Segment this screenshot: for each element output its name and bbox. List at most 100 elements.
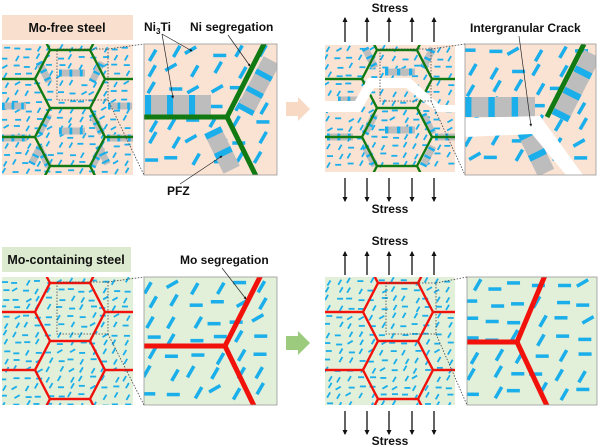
ni3ti-precipitate: [125, 277, 130, 283]
ni3ti-precipitate: [334, 57, 341, 60]
ni3ti-precipitate: [336, 393, 341, 400]
pfz-zone: [361, 46, 379, 70]
ni3ti-precipitate: [335, 117, 342, 120]
ni3ti-precipitate: [558, 349, 569, 363]
ni3ti-precipitate: [358, 331, 364, 338]
ni3ti-precipitate: [347, 375, 352, 382]
ni3ti-precipitate: [347, 340, 354, 345]
ni3ti-precipitate: [389, 341, 396, 344]
ni3ti-precipitate: [208, 383, 222, 394]
ni3ti-precipitate: [79, 167, 84, 174]
ni3ti-precipitate: [15, 55, 20, 62]
ni3ti-precipitate: [79, 116, 84, 123]
ni3ti-precipitate: [113, 109, 120, 112]
ni3ti-precipitate: [210, 84, 224, 94]
ni3ti-precipitate: [346, 297, 353, 300]
ni3ti-precipitate: [359, 124, 364, 131]
pfz-zone: [108, 102, 132, 110]
ni3ti-precipitate: [414, 402, 419, 405]
ni3ti-precipitate: [369, 91, 376, 94]
ni3ti-precipitate: [370, 376, 377, 379]
zoom-box-a: [56, 48, 109, 101]
ni3ti-precipitate: [371, 367, 377, 374]
ni3ti-precipitate: [26, 399, 31, 405]
ni3ti-precipitate: [437, 58, 444, 61]
ni3ti-precipitate: [533, 49, 544, 63]
ni-segregation-stripe: [213, 146, 233, 160]
ni-segregation-stripe: [551, 108, 571, 123]
ni3ti-precipitate: [445, 286, 450, 293]
ni3ti-precipitate: [392, 376, 397, 383]
ni3ti-precipitate: [121, 98, 128, 101]
ni3ti-precipitate: [34, 91, 41, 94]
ni3ti-precipitate: [46, 402, 53, 405]
ni3ti-precipitate: [14, 73, 21, 75]
pfz-zone: [419, 144, 437, 168]
ni3ti-precipitate: [358, 392, 363, 399]
ni3ti-precipitate: [535, 354, 549, 358]
ni3ti-precipitate: [102, 62, 109, 68]
ni3ti-precipitate: [538, 314, 548, 328]
pfz-band: [551, 49, 596, 123]
ni3ti-precipitate: [359, 360, 366, 362]
ni3ti-precipitate: [36, 101, 43, 104]
ni3ti-precipitate: [189, 303, 203, 307]
ni3ti-precipitate: [113, 145, 120, 148]
ni3ti-precipitate: [436, 376, 442, 383]
ni3ti-precipitate: [27, 143, 32, 150]
ni3ti-precipitate: [401, 342, 408, 345]
ni3ti-precipitate: [13, 359, 20, 361]
ni3ti-precipitate: [101, 170, 108, 173]
pfz-zone: [145, 95, 211, 115]
ni-segregation-stripe: [236, 102, 255, 116]
ni3ti-precipitate: [447, 73, 453, 80]
ni3ti-precipitate: [378, 349, 384, 356]
ni3ti-precipitate: [236, 348, 247, 362]
ni-segregation-stripe: [511, 97, 519, 117]
ni3ti-precipitate: [170, 368, 180, 382]
mo-containing-zoom-panel: [144, 277, 277, 405]
pfz-label: PFZ: [167, 184, 190, 198]
grain-boundary: [416, 368, 455, 405]
ni3ti-precipitate: [36, 368, 44, 373]
ni3ti-precipitate: [434, 342, 441, 345]
ni3ti-precipitate: [357, 280, 364, 283]
ni3ti-precipitate: [68, 367, 75, 373]
ni3ti-precipitate: [507, 281, 521, 285]
ni3ti-precipitate: [146, 81, 156, 95]
ni3ti-precipitate: [391, 393, 398, 396]
ni3ti-precipitate: [124, 290, 131, 293]
ni3ti-precipitate: [111, 305, 117, 312]
ni3ti-precipitate: [92, 401, 97, 405]
ni3ti-precipitate: [337, 297, 344, 300]
ni3ti-precipitate: [467, 316, 479, 320]
ni3ti-precipitate: [113, 391, 119, 398]
ni3ti-precipitate: [58, 44, 64, 50]
ni3ti-precipitate: [213, 53, 227, 58]
ni3ti-precipitate: [391, 55, 397, 62]
ni3ti-precipitate: [358, 405, 364, 407]
ni3ti-precipitate: [336, 316, 343, 319]
ni3ti-precipitate: [325, 342, 331, 344]
ni3ti-precipitate: [48, 70, 54, 77]
ni3ti-precipitate: [58, 360, 65, 363]
ni3ti-precipitate: [381, 322, 386, 329]
ni3ti-precipitate: [34, 395, 41, 398]
ni3ti-precipitate: [360, 106, 366, 113]
ni3ti-precipitate: [392, 91, 397, 98]
ni-segregation-stripe: [88, 78, 97, 84]
ni3ti-precipitate: [576, 101, 587, 115]
ni3ti-precipitate: [415, 306, 421, 313]
ni3ti-precipitate: [390, 286, 396, 293]
ni3ti-precipitate: [379, 88, 384, 95]
ni3ti-precipitate: [123, 334, 130, 337]
ni-segregation-stripe: [189, 95, 196, 115]
ni3ti-precipitate: [326, 143, 331, 150]
ni3ti-precipitate: [185, 365, 196, 379]
ni3ti-precipitate: [357, 54, 363, 61]
ni3ti-precipitate: [45, 132, 51, 139]
ni3ti-precipitate: [4, 154, 11, 156]
ni3ti-precipitate: [125, 382, 130, 389]
ni3ti-precipitate: [101, 360, 108, 363]
ni3ti-precipitate: [512, 69, 526, 74]
